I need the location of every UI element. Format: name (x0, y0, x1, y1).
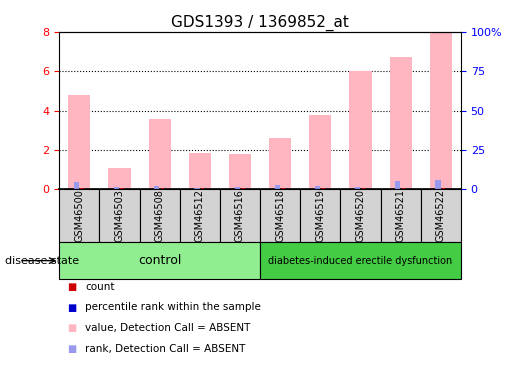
Bar (99, 189, 140, 242)
Bar (362, 188, 365, 189)
Bar (80, 188, 84, 189)
Bar (194, 188, 200, 189)
Bar (59, 189, 99, 242)
Bar (241, 188, 245, 189)
Bar (109, 168, 130, 189)
Bar (442, 188, 445, 189)
Title: GDS1393 / 1369852_at: GDS1393 / 1369852_at (171, 14, 349, 30)
Text: diabetes-induced erectile dysfunction: diabetes-induced erectile dysfunction (268, 256, 453, 266)
Bar (229, 154, 251, 189)
Bar (68, 95, 90, 189)
Bar (300, 189, 340, 242)
Text: GSM46518: GSM46518 (275, 189, 285, 242)
Bar (114, 188, 119, 189)
Bar (149, 118, 170, 189)
Bar (274, 186, 280, 189)
Bar (395, 180, 401, 189)
Text: ■: ■ (67, 282, 76, 292)
Bar (59, 242, 260, 279)
Bar (402, 188, 405, 189)
Bar (310, 115, 331, 189)
Bar (189, 153, 211, 189)
Text: GSM46508: GSM46508 (154, 189, 165, 242)
Bar (421, 189, 461, 242)
Bar (140, 189, 180, 242)
Bar (269, 138, 291, 189)
Text: GSM46520: GSM46520 (355, 189, 366, 242)
Bar (260, 242, 461, 279)
Bar (220, 189, 260, 242)
Text: ■: ■ (67, 344, 76, 354)
Text: value, Detection Call = ABSENT: value, Detection Call = ABSENT (85, 323, 250, 333)
Text: rank, Detection Call = ABSENT: rank, Detection Call = ABSENT (85, 344, 245, 354)
Text: GSM46521: GSM46521 (396, 189, 406, 242)
Text: ■: ■ (67, 323, 76, 333)
Text: GSM46500: GSM46500 (74, 189, 84, 242)
Bar (234, 188, 240, 189)
Bar (180, 189, 220, 242)
Bar (161, 188, 164, 189)
Bar (281, 188, 285, 189)
Text: GSM46519: GSM46519 (315, 189, 325, 242)
Bar (350, 71, 371, 189)
Text: GSM46516: GSM46516 (235, 189, 245, 242)
Bar (201, 188, 204, 189)
Bar (74, 183, 79, 189)
Bar (121, 188, 124, 189)
Bar (390, 57, 411, 189)
Bar (321, 188, 325, 189)
Bar (435, 180, 441, 189)
Bar (381, 189, 421, 242)
Bar (355, 188, 360, 189)
Text: GSM46522: GSM46522 (436, 189, 446, 242)
Text: disease state: disease state (5, 256, 79, 266)
Text: control: control (138, 254, 181, 267)
Text: ■: ■ (67, 303, 76, 312)
Bar (430, 32, 452, 189)
Text: GSM46512: GSM46512 (195, 189, 205, 242)
Bar (154, 186, 160, 189)
Text: percentile rank within the sample: percentile rank within the sample (85, 303, 261, 312)
Bar (315, 186, 320, 189)
Bar (260, 189, 300, 242)
Bar (340, 189, 381, 242)
Text: count: count (85, 282, 114, 292)
Text: GSM46503: GSM46503 (114, 189, 125, 242)
